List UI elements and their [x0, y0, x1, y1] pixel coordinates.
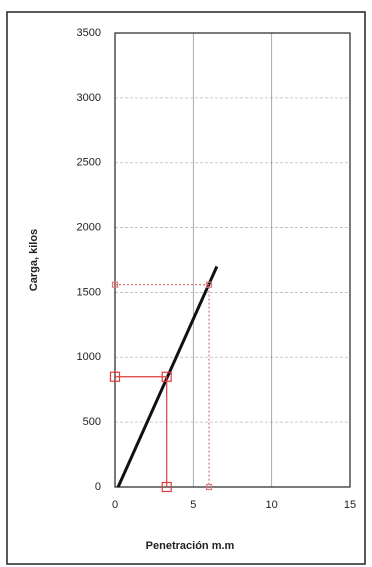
x-tick-label: 0	[112, 499, 118, 511]
marker	[111, 281, 119, 288]
y-tick-label: 1500	[77, 286, 101, 298]
x-axis-label: Penetración m.m	[146, 540, 235, 552]
y-tick-label: 2500	[77, 157, 101, 169]
x-tick-label: 15	[344, 499, 356, 511]
y-tick-label: 0	[95, 481, 101, 493]
y-axis-label: Carga, kilos	[28, 229, 40, 291]
y-tick-label: 500	[83, 416, 101, 428]
y-tick-label: 2000	[77, 221, 101, 233]
x-tick-label: 5	[190, 499, 196, 511]
plot-border	[114, 32, 351, 488]
y-tick-label: 3000	[77, 92, 101, 104]
marker	[205, 281, 213, 288]
marker	[205, 483, 213, 491]
x-tick-label: 10	[266, 499, 278, 511]
marker	[161, 371, 172, 382]
marker	[161, 481, 172, 493]
y-tick-label: 3500	[77, 27, 101, 39]
frame	[6, 11, 366, 565]
series-line	[115, 284, 210, 487]
marker	[109, 371, 121, 382]
y-tick-label: 1000	[77, 351, 101, 363]
series-line	[116, 265, 219, 488]
series-line	[115, 376, 168, 487]
